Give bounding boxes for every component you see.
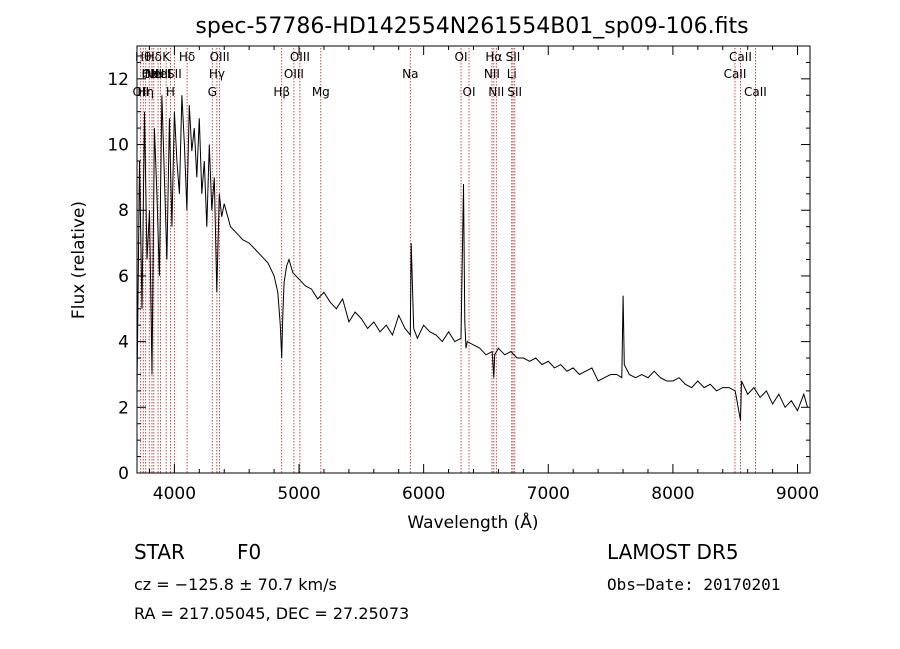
line-marker-labels: OIIHθHηHεOIIIHδNeIIIHeIKHSIIHδGHγOIIIHβO… — [132, 50, 766, 99]
line-marker-label: OI — [455, 50, 468, 64]
x-tick-label: 6000 — [402, 484, 445, 504]
line-marker-label: OIII — [142, 67, 162, 81]
y-axis-ticks: 0 2 4 6 8 10 12 — [107, 61, 810, 484]
y-tick-label: 8 — [118, 201, 129, 221]
line-marker-label: G — [208, 85, 217, 99]
line-marker-label: Na — [402, 67, 418, 81]
line-marker-label: OIII — [210, 50, 230, 64]
line-marker-label: Mg — [312, 85, 330, 99]
line-marker-label: SII — [507, 85, 522, 99]
line-marker-label: Hθ — [135, 50, 151, 64]
x-axis-ticks: 4000 5000 6000 7000 8000 9000 — [148, 46, 819, 504]
line-marker-label: Hε — [141, 67, 157, 81]
line-marker-label: H — [166, 85, 175, 99]
line-marker-label: K — [162, 50, 171, 64]
object-class: STAR — [134, 540, 185, 564]
line-marker-label: SII — [506, 50, 521, 64]
line-marker-label: NeIII — [145, 67, 172, 81]
y-tick-label: 12 — [107, 70, 129, 90]
y-tick-label: 10 — [107, 136, 129, 156]
y-tick-label: 2 — [118, 398, 129, 418]
line-marker-label: Hα — [485, 50, 502, 64]
line-marker-label: CaII — [744, 85, 767, 99]
line-marker-label: Hδ — [179, 50, 195, 64]
object-subclass: F0 — [237, 540, 261, 564]
line-marker-label: Hδ — [146, 50, 162, 64]
survey-name: LAMOST DR5 — [607, 540, 739, 564]
plot-frame — [136, 45, 811, 474]
line-marker-label: OI — [463, 85, 476, 99]
line-markers — [140, 48, 756, 473]
redshift-cz: cz = −125.8 ± 70.7 km/s — [134, 575, 337, 594]
chart-title: spec-57786-HD142554N261554B01_sp09-106.f… — [195, 14, 748, 39]
spectrum-series-line — [136, 95, 808, 421]
y-tick-label: 4 — [118, 333, 129, 353]
x-tick-label: 5000 — [277, 484, 320, 504]
line-marker-label: Li — [507, 67, 517, 81]
line-marker-label: OIII — [284, 67, 304, 81]
y-tick-label: 6 — [118, 267, 129, 287]
line-marker-label: Hη — [137, 85, 154, 99]
x-tick-label: 7000 — [527, 484, 570, 504]
line-marker-label: CaII — [724, 67, 747, 81]
line-marker-label: CaII — [729, 50, 752, 64]
line-marker-label: NII — [488, 85, 504, 99]
line-marker-label: OIII — [290, 50, 310, 64]
x-tick-label: 4000 — [153, 484, 196, 504]
line-marker-label: HeI — [151, 67, 171, 81]
x-tick-label: 9000 — [776, 484, 819, 504]
line-marker-label: Hγ — [209, 67, 225, 81]
line-marker-label: NII — [484, 67, 500, 81]
coordinates: RA = 217.05045, DEC = 27.25073 — [134, 604, 409, 623]
x-axis-label: Wavelength (Å) — [407, 511, 538, 533]
line-marker-label: SII — [167, 67, 182, 81]
observation-date: Obs−Date: 20170201 — [607, 575, 780, 594]
line-marker-label: Hβ — [273, 85, 290, 99]
y-tick-label: 0 — [118, 464, 129, 484]
y-axis-label: Flux (relative) — [69, 201, 89, 319]
x-tick-label: 8000 — [651, 484, 694, 504]
